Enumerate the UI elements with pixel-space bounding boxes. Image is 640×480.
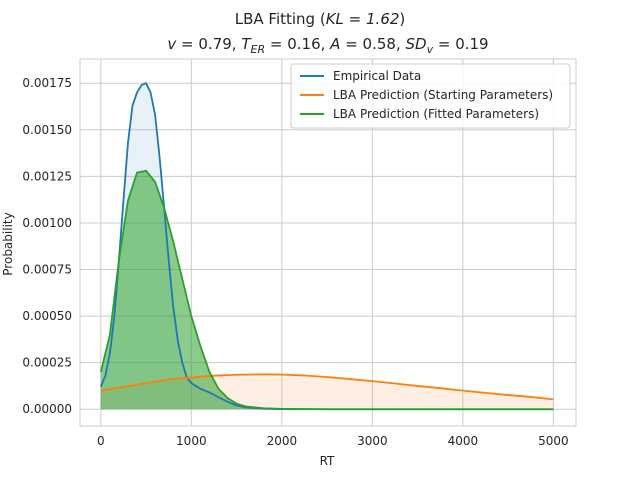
- y-tick-label: 0.00075: [22, 263, 72, 277]
- y-axis-label: Probability: [1, 212, 15, 275]
- lba-prediction-fitted-parameters-line: [99, 169, 554, 411]
- y-tick-label: 0.00050: [22, 309, 72, 323]
- x-tick-label: 3000: [357, 434, 388, 448]
- series-lines: [99, 82, 554, 411]
- x-tick-label: 1000: [176, 434, 207, 448]
- y-tick-label: 0.00150: [22, 123, 72, 137]
- y-tick-label: 0.00175: [22, 76, 72, 90]
- y-tick-label: 0.00000: [22, 402, 72, 416]
- chart-title-line-1: LBA Fitting (KL = 1.62): [235, 10, 406, 28]
- plot-frame: [79, 58, 577, 427]
- x-tick-label: 4000: [448, 434, 479, 448]
- y-axis-ticks: 0.00000 0.00025 0.00050 0.00075 0.00100 0.001…: [22, 76, 72, 416]
- x-tick-label: 0: [97, 434, 105, 448]
- x-axis-label: RT: [320, 454, 335, 468]
- legend-label: LBA Prediction (Fitted Parameters): [333, 107, 539, 121]
- series-fills: [100, 83, 554, 410]
- lba-prediction-fitted-parameters-area: [100, 170, 554, 410]
- x-tick-label: 2000: [267, 434, 298, 448]
- y-tick-label: 0.00100: [22, 216, 72, 230]
- y-tick-label: 0.00125: [22, 169, 72, 183]
- legend: Empirical Data LBA Prediction (Starting P…: [290, 63, 571, 129]
- chart-title-line-2: v = 0.79, TER = 0.16, A = 0.58, SDv = 0.…: [167, 35, 488, 56]
- legend-label: LBA Prediction (Starting Parameters): [333, 88, 553, 102]
- lba-prediction-starting-parameters-line: [100, 373, 554, 401]
- legend-label: Empirical Data: [333, 69, 421, 83]
- x-axis-ticks: 0 1000 2000 3000 4000 5000: [97, 434, 569, 448]
- x-tick-label: 5000: [538, 434, 569, 448]
- y-tick-label: 0.00025: [22, 356, 72, 370]
- legend-box: [290, 63, 571, 129]
